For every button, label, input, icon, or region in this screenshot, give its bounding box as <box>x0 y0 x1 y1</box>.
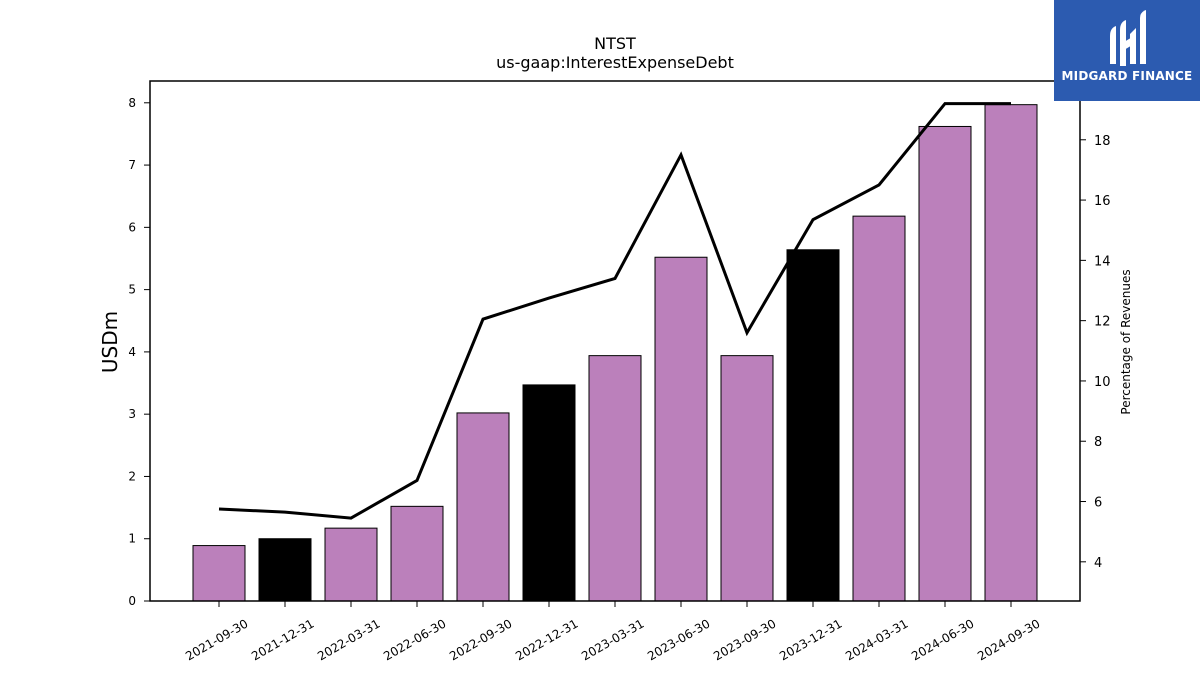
logo-text: MIDGARD FINANCE <box>1061 69 1193 83</box>
x-tick-label: 2022-09-30 <box>447 616 514 663</box>
x-tick-label: 2022-06-30 <box>381 616 448 663</box>
x-tick-label: 2022-03-31 <box>315 616 382 663</box>
y-axis-label: USDm <box>98 311 122 373</box>
y2-tick-label: 6 <box>1094 496 1102 511</box>
y2-tick-label: 12 <box>1094 315 1111 330</box>
y2-tick-label: 8 <box>1094 435 1102 450</box>
y-tick-label: 8 <box>128 96 136 110</box>
x-tick-label: 2021-09-30 <box>183 616 250 663</box>
y2-axis-label: Percentage of Revenues <box>1119 269 1133 414</box>
y-tick-label: 1 <box>128 532 136 546</box>
midgard-finance-logo: MIDGARD FINANCE <box>1054 0 1200 101</box>
y2-tick-label: 18 <box>1094 134 1111 149</box>
bar <box>786 249 840 602</box>
y-tick-label: 0 <box>128 594 136 608</box>
y2-tick-label: 14 <box>1094 254 1111 269</box>
bar <box>258 538 312 602</box>
bar <box>918 125 972 602</box>
y2-tick-label: 4 <box>1094 556 1102 571</box>
logo-mark-icon <box>1110 10 1146 66</box>
x-tick-label: 2022-12-31 <box>513 616 580 663</box>
bar <box>852 215 906 602</box>
bar <box>720 355 774 602</box>
x-tick-label: 2023-09-30 <box>711 616 778 663</box>
y-tick-label: 6 <box>128 220 136 234</box>
bar <box>192 545 246 602</box>
y2-tick-label: 10 <box>1094 375 1111 390</box>
bar <box>522 384 576 602</box>
x-tick-label: 2021-12-31 <box>249 616 316 663</box>
bar <box>654 256 708 602</box>
x-tick-label: 2024-09-30 <box>975 616 1042 663</box>
y-tick-label: 7 <box>128 158 136 172</box>
percentage-line <box>218 102 1011 520</box>
x-tick-label: 2023-06-30 <box>645 616 712 663</box>
x-tick-label: 2024-03-31 <box>843 616 910 663</box>
y-tick-label: 4 <box>128 345 136 359</box>
bar <box>324 527 378 602</box>
bar <box>390 505 444 602</box>
x-tick-label: 2023-03-31 <box>579 616 646 663</box>
chart-subtitle: us-gaap:InterestExpenseDebt <box>496 53 734 72</box>
bar <box>984 104 1038 602</box>
y-tick-label: 3 <box>128 407 136 421</box>
y2-tick-label: 16 <box>1094 194 1111 209</box>
chart-title: NTST <box>594 34 636 53</box>
x-tick-label: 2023-12-31 <box>777 616 844 663</box>
bar <box>456 412 510 602</box>
x-tick-label: 2024-06-30 <box>909 616 976 663</box>
bar <box>588 355 642 602</box>
y-tick-label: 2 <box>128 469 136 483</box>
y-tick-label: 5 <box>128 283 136 297</box>
plot-area: 01234567846810121416182021-09-302021-12-… <box>128 80 1111 663</box>
